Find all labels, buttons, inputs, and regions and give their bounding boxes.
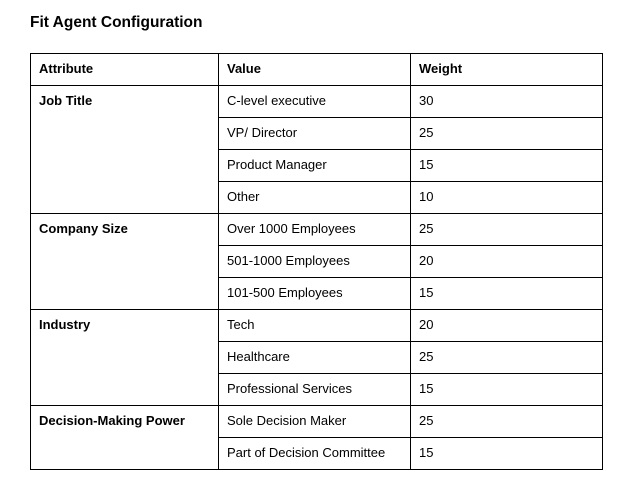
value-cell: Over 1000 Employees (218, 213, 411, 246)
column-header-attribute: Attribute (30, 53, 219, 86)
table-row: Part of Decision Committee 15 (31, 437, 603, 470)
attribute-cell: Decision-Making Power (30, 405, 219, 470)
table-header: Attribute Value Weight (30, 53, 603, 86)
weight-cell: 25 (410, 213, 603, 246)
weight-cell: 15 (410, 373, 603, 406)
table-row: Other 10 (31, 181, 603, 214)
table-row: Industry Tech 20 (30, 309, 603, 406)
weight-cell: 10 (410, 181, 603, 214)
table-row: VP/ Director 25 (31, 117, 603, 150)
value-cell: Other (218, 181, 411, 214)
attribute-cell: Industry (30, 309, 219, 406)
weight-cell: 15 (410, 437, 603, 470)
table-row: 501-1000 Employees 20 (31, 245, 603, 278)
weight-cell: 30 (410, 85, 603, 118)
value-cell: 101-500 Employees (218, 277, 411, 310)
value-cell: Professional Services (218, 373, 411, 406)
value-cell: Part of Decision Committee (218, 437, 411, 470)
value-cell: C-level executive (218, 85, 411, 118)
weight-cell: 20 (410, 309, 603, 342)
value-cell: 501-1000 Employees (218, 245, 411, 278)
weight-cell: 25 (410, 117, 603, 150)
column-header-weight: Weight (410, 53, 603, 86)
table-row: Product Manager 15 (31, 149, 603, 182)
table-row: Job Title C-level executive 30 (30, 85, 603, 214)
weight-cell: 20 (410, 245, 603, 278)
value-cell: Sole Decision Maker (218, 405, 411, 438)
value-cell: Product Manager (218, 149, 411, 182)
column-header-value: Value (218, 53, 411, 86)
value-cell: Healthcare (218, 341, 411, 374)
weight-cell: 25 (410, 405, 603, 438)
table-row: Decision-Making Power Sole Decision Maker… (30, 405, 603, 470)
table-row: Healthcare 25 (31, 341, 603, 374)
attribute-cell: Company Size (30, 213, 219, 310)
fit-agent-configuration-table: Attribute Value Weight Job Title C-level … (30, 53, 603, 470)
attribute-cell: Job Title (30, 85, 219, 214)
table-body: Job Title C-level executive 30 VP/ Director… (30, 85, 603, 470)
table-row: Professional Services 15 (31, 373, 603, 406)
value-cell: Tech (218, 309, 411, 342)
table-row: 101-500 Employees 15 (31, 277, 603, 310)
weight-cell: 15 (410, 277, 603, 310)
weight-cell: 15 (410, 149, 603, 182)
weight-cell: 25 (410, 341, 603, 374)
table-row: Company Size Over 1000 Employees 25 (30, 213, 603, 310)
page-title: Fit Agent Configuration (30, 14, 203, 31)
header-row: Attribute Value Weight (30, 53, 603, 86)
value-cell: VP/ Director (218, 117, 411, 150)
